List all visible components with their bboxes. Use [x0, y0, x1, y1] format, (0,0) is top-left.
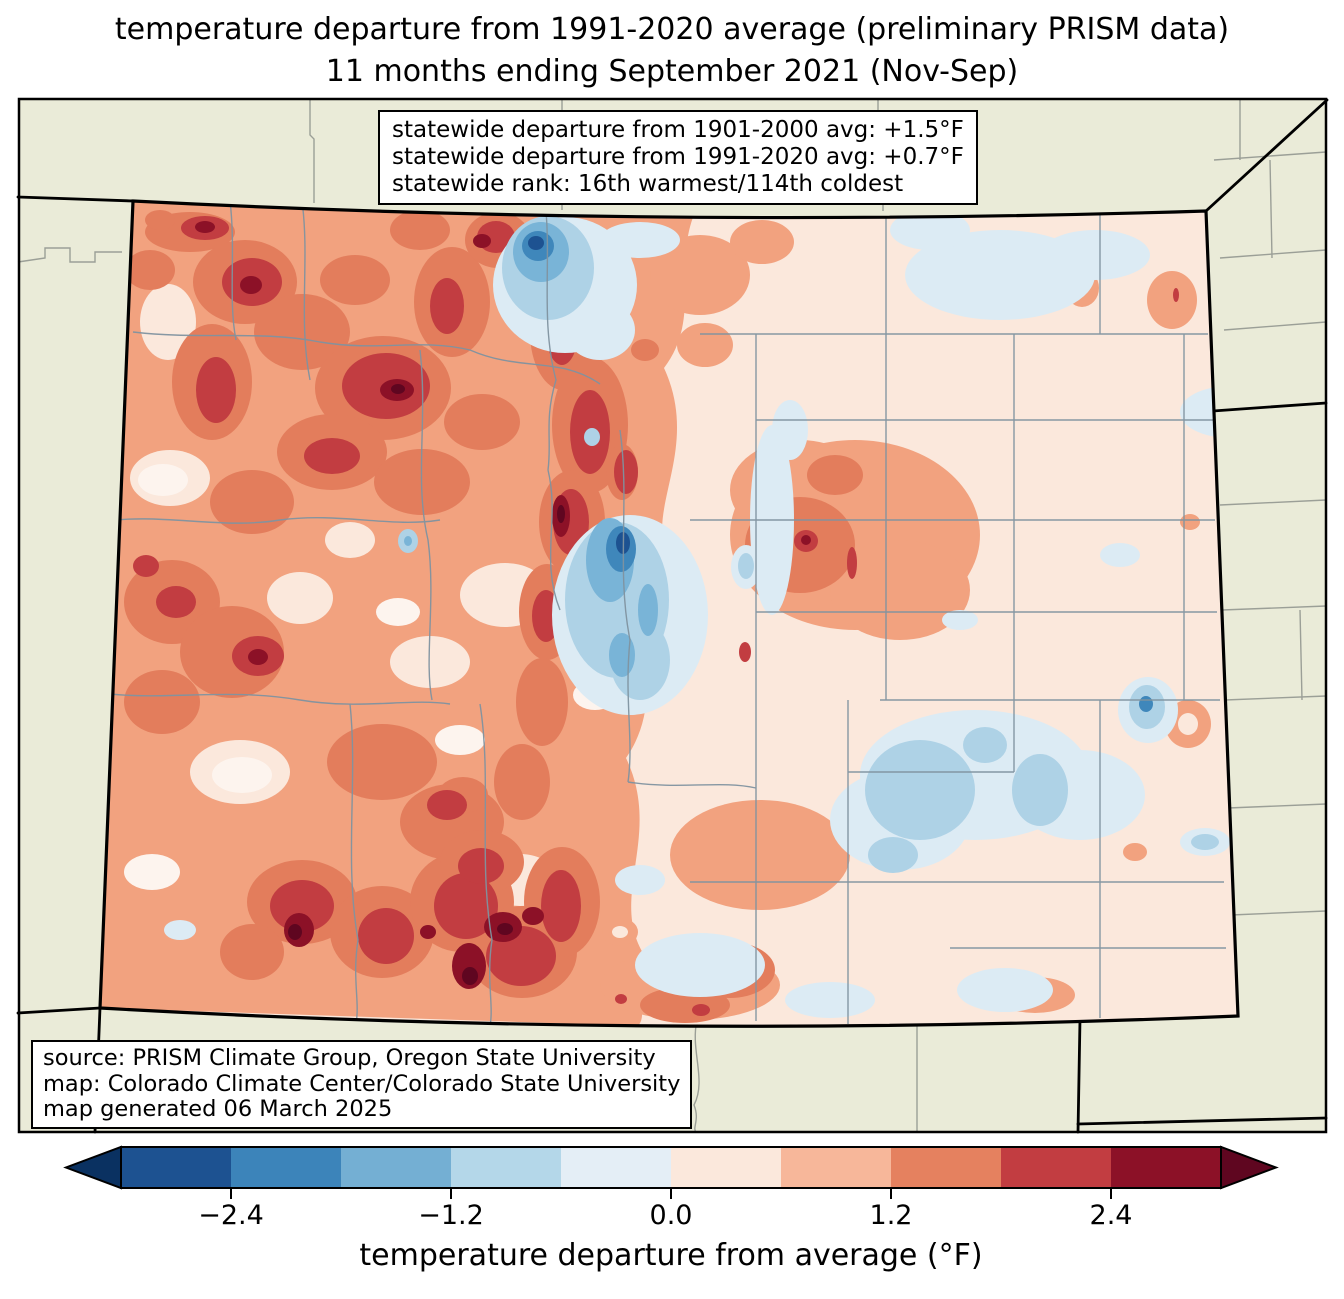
statewide-stats-box: statewide departure from 1901-2000 avg: … — [378, 110, 978, 205]
colorbar-segments — [121, 1147, 1221, 1188]
near-white-pockets — [124, 464, 617, 890]
chart-title-line2: 11 months ending September 2021 (Nov-Sep… — [325, 54, 1019, 89]
colorbar-over-arrow — [1220, 1145, 1279, 1190]
colorbar-tick-neg2.4: −2.4 — [198, 1200, 264, 1231]
map-frame — [17, 97, 1328, 1134]
colorbar — [63, 1145, 1279, 1199]
source-line: source: PRISM Climate Group, Oregon Stat… — [43, 1045, 656, 1071]
source-attribution-box: source: PRISM Climate Group, Oregon Stat… — [31, 1040, 693, 1129]
chart-title-line1: temperature departure from 1991-2020 ave… — [114, 12, 1230, 47]
stats-line-1991-2020: statewide departure from 1991-2020 avg: … — [392, 144, 964, 170]
contour-field — [100, 201, 1238, 1027]
colorbar-ticks — [230, 1188, 1112, 1199]
colorbar-tick-0.0: 0.0 — [649, 1200, 693, 1231]
colorbar-axis-label: temperature departure from average (°F) — [359, 1238, 983, 1273]
colorado-county-lines — [100, 201, 1226, 1027]
colorbar-tick-neg1.2: −1.2 — [418, 1200, 484, 1231]
donut-holes — [612, 713, 1198, 938]
stats-line-1901-2000: statewide departure from 1901-2000 avg: … — [392, 117, 964, 143]
colorbar-tick-2.4: 2.4 — [1089, 1200, 1133, 1231]
generated-date-line: map generated 06 March 2025 — [43, 1096, 393, 1122]
colorbar-under-arrow — [63, 1145, 122, 1190]
colorado-state-border — [98, 199, 1240, 1028]
colorbar-tick-1.2: 1.2 — [869, 1200, 913, 1231]
stats-line-rank: statewide rank: 16th warmest/114th colde… — [392, 171, 904, 197]
cool-level2-patches — [398, 428, 1219, 873]
map-credit-line: map: Colorado Climate Center/Colorado St… — [43, 1070, 681, 1097]
south-park-cold-anomaly — [552, 515, 708, 715]
warm-maroon-cores — [288, 384, 565, 985]
